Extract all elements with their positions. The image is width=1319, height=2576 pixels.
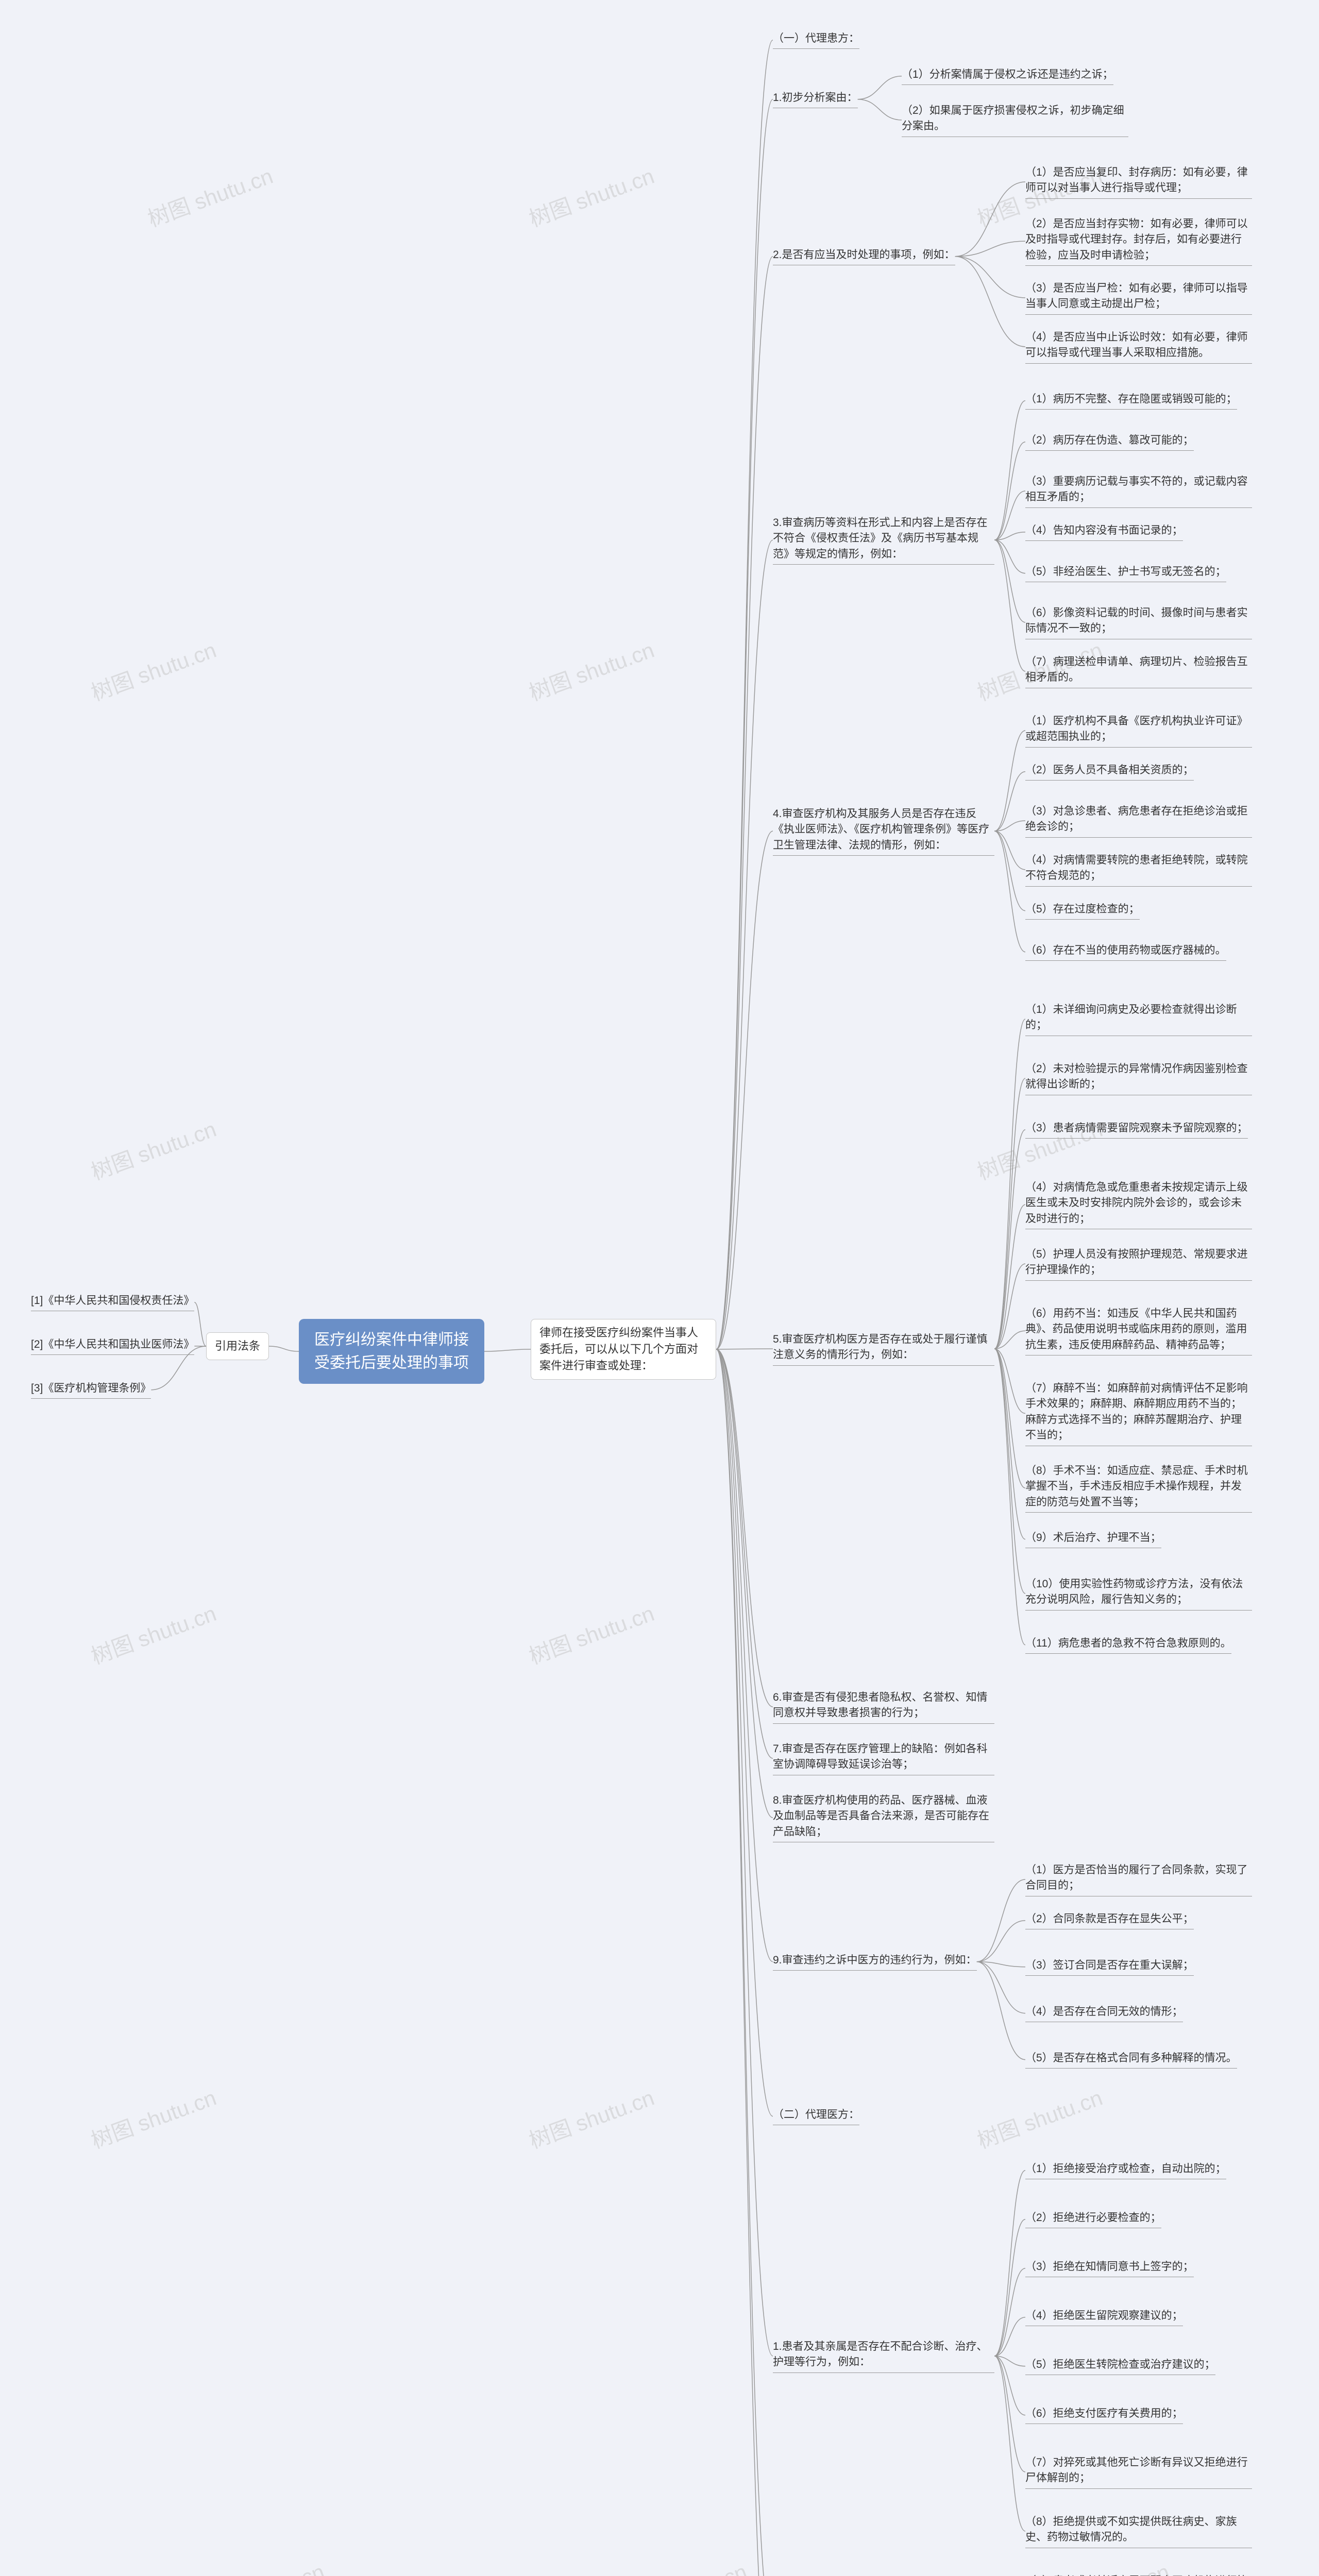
left-label: 引用法条	[206, 1332, 269, 1360]
s4-2: （2）医务人员不具备相关资质的；	[1025, 762, 1194, 781]
s2-2: （2）是否应当封存实物：如有必要，律师可以及时指导或代理封存。封存后，如有必要进…	[1025, 216, 1252, 266]
s4-5: （5）存在过度检查的；	[1025, 902, 1140, 920]
right-intro: 律师在接受医疗纠纷案件当事人委托后，可以从以下几个方面对案件进行审查或处理：	[531, 1319, 716, 1380]
s3-label: 3.审查病历等资料在形式上和内容上是否存在不符合《侵权责任法》及《病历书写基本规…	[773, 515, 994, 565]
m1-6: （6）拒绝支付医疗有关费用的；	[1025, 2406, 1183, 2424]
s2-label: 2.是否有应当及时处理的事项，例如：	[773, 247, 955, 265]
s4-1: （1）医疗机构不具备《医疗机构执业许可证》或超范围执业的；	[1025, 714, 1252, 748]
m1-2: （2）拒绝进行必要检查的；	[1025, 2210, 1161, 2228]
s4-4: （4）对病情需要转院的患者拒绝转院，或转院不符合规范的；	[1025, 853, 1252, 887]
s6: 6.审查是否有侵犯患者隐私权、名誉权、知情同意权并导致患者损害的行为；	[773, 1690, 994, 1724]
s3-5: （5）非经治医生、护士书写或无签名的；	[1025, 564, 1226, 582]
s5-1: （1）未详细询问病史及必要检查就得出诊断的；	[1025, 1002, 1252, 1036]
s4-6: （6）存在不当的使用药物或医疗器械的。	[1025, 943, 1226, 961]
s2-4: （4）是否应当中止诉讼时效：如有必要，律师可以指导或代理当事人采取相应措施。	[1025, 330, 1252, 364]
m1-5: （5）拒绝医生转院检查或治疗建议的；	[1025, 2357, 1215, 2375]
s5-6: （6）用药不当：如违反《中华人民共和国药典》、药品使用说明书或临床用药的原则，滥…	[1025, 1306, 1252, 1355]
s5-8: （8）手术不当：如适应症、禁忌症、手术时机掌握不当，手术违反相应手术操作规程，并…	[1025, 1463, 1252, 1513]
s4-3: （3）对急诊患者、病危患者存在拒绝诊治或拒绝会诊的；	[1025, 804, 1252, 838]
m1-8: （8）拒绝提供或不如实提供既往病史、家族史、药物过敏情况的。	[1025, 2514, 1252, 2548]
s1-1: （1）分析案情属于侵权之诉还是违约之诉；	[902, 67, 1113, 85]
s5-2: （2）未对检验提示的异常情况作病因鉴别检查就得出诊断的；	[1025, 1061, 1252, 1095]
s3-7: （7）病理送检申请单、病理切片、检验报告互相矛盾的。	[1025, 654, 1252, 688]
s1-2: （2）如果属于医疗损害侵权之诉，初步确定细分案由。	[902, 103, 1128, 137]
s2-3: （3）是否应当尸检：如有必要，律师可以指导当事人同意或主动提出尸检；	[1025, 281, 1252, 315]
s5-3: （3）患者病情需要留院观察未予留院观察的；	[1025, 1121, 1248, 1139]
m1-4: （4）拒绝医生留院观察建议的；	[1025, 2308, 1183, 2326]
root-node: 医疗纠纷案件中律师接受委托后要处理的事项	[299, 1319, 484, 1384]
s9-2: （2）合同条款是否存在显失公平；	[1025, 1911, 1194, 1929]
s4-label: 4.审查医疗机构及其服务人员是否存在违反《执业医师法》、《医疗机构管理条例》等医…	[773, 806, 994, 856]
s7: 7.审查是否存在医疗管理上的缺陷：例如各科室协调障碍导致延误诊治等；	[773, 1741, 994, 1775]
s9-1: （1）医方是否恰当的履行了合同条款，实现了合同目的；	[1025, 1862, 1252, 1896]
s2-1: （1）是否应当复印、封存病历：如有必要，律师可以对当事人进行指导或代理；	[1025, 165, 1252, 199]
section-a: （一）代理患方：	[773, 31, 859, 49]
m1-3: （3）拒绝在知情同意书上签字的；	[1025, 2259, 1194, 2277]
cite-1: [1]《中华人民共和国侵权责任法》	[31, 1293, 194, 1311]
s5-label: 5.审查医疗机构医方是否存在或处于履行谨慎注意义务的情形行为，例如：	[773, 1332, 994, 1366]
s9-5: （5）是否存在格式合同有多种解释的情况。	[1025, 2050, 1237, 2069]
cite-3: [3]《医疗机构管理条例》	[31, 1381, 151, 1399]
s9-4: （4）是否存在合同无效的情形；	[1025, 2004, 1183, 2022]
s5-11: （11）病危患者的急救不符合急救原则的。	[1025, 1636, 1231, 1654]
m1-label: 1.患者及其亲属是否存在不配合诊断、治疗、护理等行为，例如：	[773, 2339, 994, 2373]
s5-9: （9）术后治疗、护理不当；	[1025, 1530, 1161, 1548]
s5-10: （10）使用实验性药物或诊疗方法，没有依法充分说明风险，履行告知义务的；	[1025, 1577, 1252, 1611]
s9-label: 9.审查违约之诉中医方的违约行为，例如：	[773, 1953, 977, 1971]
s3-1: （1）病历不完整、存在隐匿或销毁可能的；	[1025, 392, 1237, 410]
s3-2: （2）病历存在伪造、篡改可能的；	[1025, 433, 1194, 451]
s5-4: （4）对病情危急或危重患者未按规定请示上级医生或未及时安排院内院外会诊的，或会诊…	[1025, 1180, 1252, 1229]
m1-7: （7）对猝死或其他死亡诊断有异议又拒绝进行尸体解剖的；	[1025, 2455, 1252, 2489]
s5-7: （7）麻醉不当：如麻醉前对病情评估不足影响手术效果的；麻醉期、麻醉期应用药不当的…	[1025, 1381, 1252, 1446]
cite-2: [2]《中华人民共和国执业医师法》	[31, 1337, 194, 1355]
mindmap-container: 医疗纠纷案件中律师接受委托后要处理的事项 引用法条 [1]《中华人民共和国侵权责…	[0, 0, 1319, 2576]
s8: 8.审查医疗机构使用的药品、医疗器械、血液及血制品等是否具备合法来源，是否可能存…	[773, 1793, 994, 1842]
m2-1: （1）患者或者其近亲属不配合医疗机构进行符合诊疗规范的诊疗；	[1025, 2573, 1252, 2576]
s3-3: （3）重要病历记载与事实不符的，或记载内容相互矛盾的；	[1025, 474, 1252, 508]
s3-6: （6）影像资料记载的时间、摄像时间与患者实际情况不一致的；	[1025, 605, 1252, 639]
m1-1: （1）拒绝接受治疗或检查，自动出院的；	[1025, 2161, 1226, 2179]
s5-5: （5）护理人员没有按照护理规范、常规要求进行护理操作的；	[1025, 1247, 1252, 1281]
s3-4: （4）告知内容没有书面记录的；	[1025, 523, 1183, 541]
s9-3: （3）签订合同是否存在重大误解；	[1025, 1958, 1194, 1976]
s1-label: 1.初步分析案由：	[773, 90, 858, 108]
section-b: （二）代理医方：	[773, 2107, 859, 2125]
